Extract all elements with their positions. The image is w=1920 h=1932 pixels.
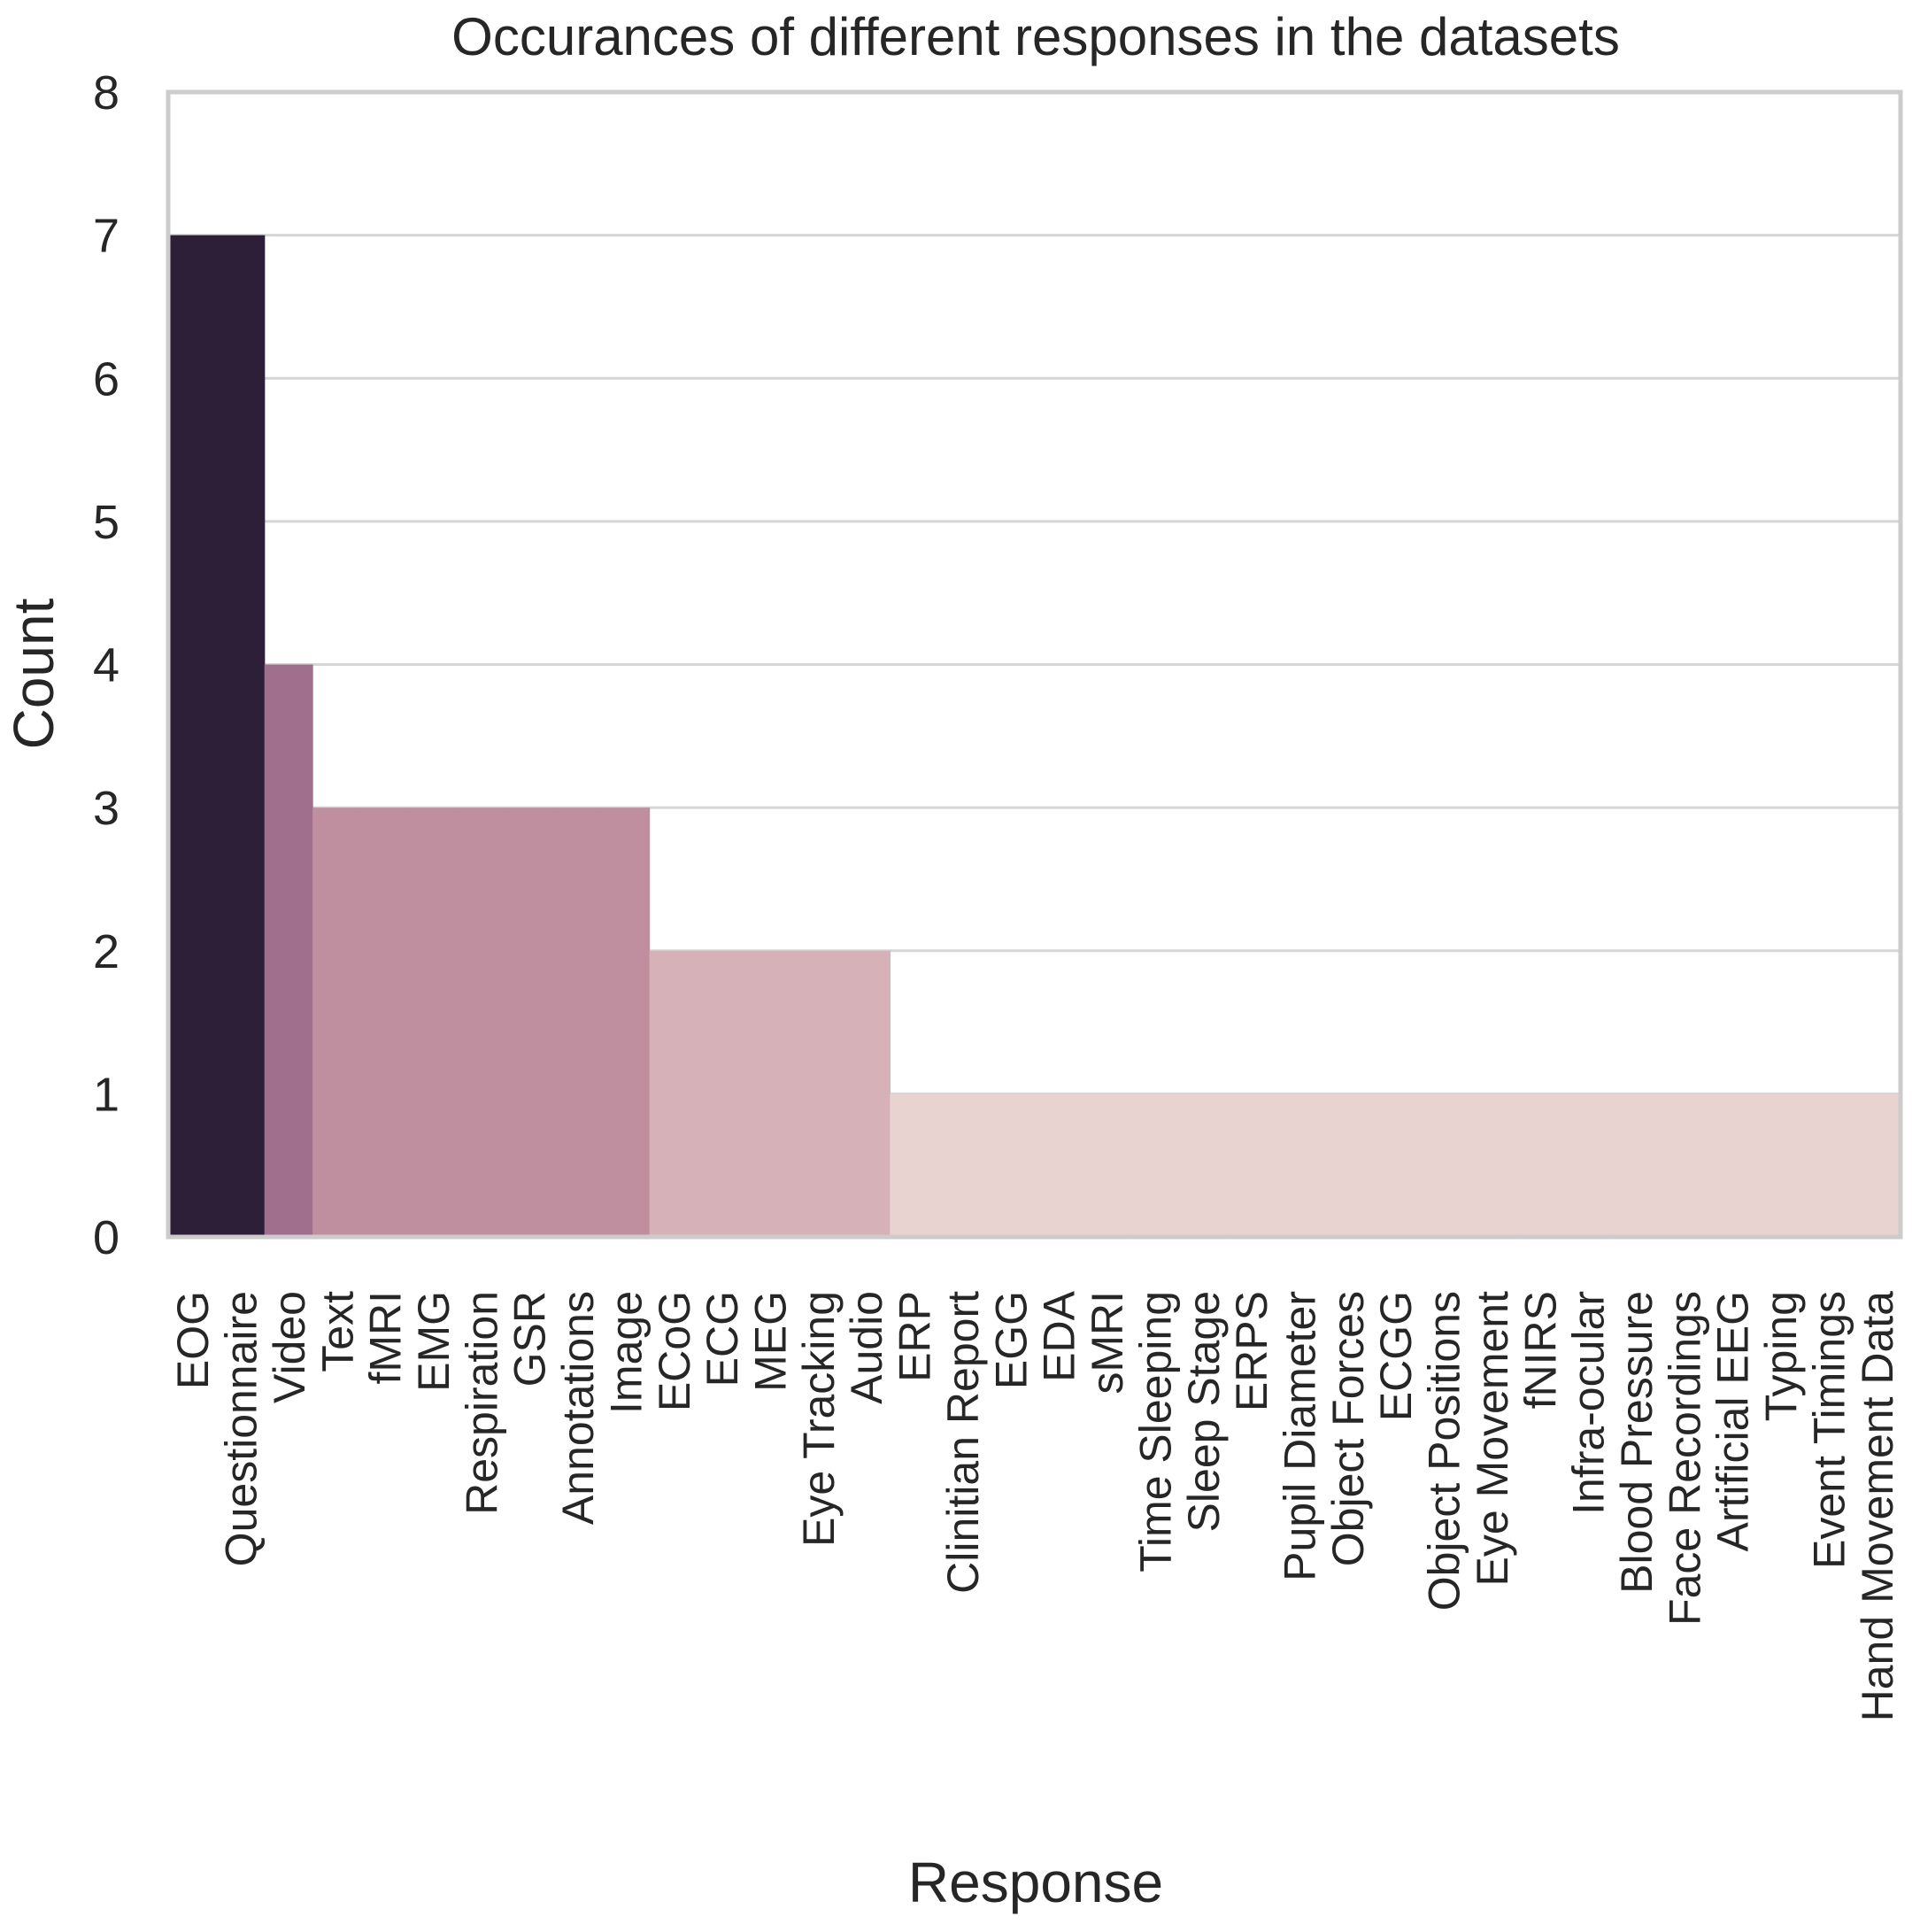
plot-frame [166, 89, 1903, 1240]
y-axis-label: Count [2, 598, 66, 749]
x-tick-fmri: fMRI [361, 1291, 411, 1385]
bar-sleep-stage [1178, 1094, 1228, 1237]
bar-fnirs [1515, 1094, 1565, 1237]
bar-eye-tracking [793, 950, 843, 1237]
bar-annotations [552, 808, 602, 1237]
y-tick-labels: 0 1 2 3 4 5 6 7 8 [93, 66, 120, 1264]
bar-text [312, 808, 362, 1237]
x-tick-questionnaire: Questionnaire [217, 1291, 266, 1566]
bar-object-positions [1419, 1094, 1469, 1237]
bar-artificial-eeg [1708, 1094, 1757, 1237]
x-tick-eda: EDA [1035, 1290, 1084, 1381]
x-axis-label: Response [908, 1851, 1163, 1914]
x-tick-time-sleeping: Time Sleeping [1130, 1291, 1180, 1573]
bar-questionnaire [216, 235, 266, 1237]
x-tick-labels: EOGQuestionnaireVideoTextfMRIEMGRespirat… [168, 1290, 1902, 1721]
bar-time-sleeping [1130, 1094, 1180, 1237]
bar-image [601, 808, 651, 1237]
bar-eye-movement [1467, 1094, 1516, 1237]
x-tick-ecg: ECG [698, 1291, 747, 1387]
chart-title: Occurances of different responses in the… [451, 7, 1620, 66]
x-tick-typing: Typing [1756, 1291, 1806, 1421]
bar-eda [1034, 1094, 1083, 1237]
bar-erps [1226, 1094, 1276, 1237]
x-tick-artificial-eeg: Artificial EEG [1708, 1291, 1758, 1552]
bar-blood-pressure [1611, 1094, 1661, 1237]
x-tick-clinitian-report: Clinitian Report [938, 1291, 988, 1594]
x-tick-erp: ERP [891, 1291, 940, 1382]
bar-gsr [505, 808, 554, 1237]
bar-meg [745, 950, 795, 1237]
x-tick-audio: Audio [842, 1291, 891, 1404]
bar-ecg [697, 950, 746, 1237]
y-tick-7: 7 [93, 210, 120, 263]
bar-clinitian-report [937, 1094, 987, 1237]
y-tick-6: 6 [93, 352, 120, 406]
x-tick-fnirs: fNIRS [1515, 1291, 1565, 1409]
y-tick-8: 8 [93, 66, 120, 120]
y-tick-2: 2 [93, 925, 120, 978]
x-tick-gsr: GSR [505, 1291, 555, 1387]
y-tick-4: 4 [93, 639, 120, 692]
x-tick-smri: sMRI [1083, 1291, 1132, 1395]
x-tick-eog: EOG [168, 1291, 218, 1389]
bar-object-forces [1322, 1094, 1372, 1237]
bar-hand-movement-data [1852, 1094, 1901, 1237]
bar-erp [890, 1094, 939, 1237]
bar-typing [1755, 1094, 1805, 1237]
y-tick-3: 3 [93, 782, 120, 835]
bar-audio [842, 950, 891, 1237]
x-tick-ecog: ECoG [650, 1291, 699, 1411]
x-tick-object-positions: Object Positions [1420, 1291, 1469, 1611]
bar-video [264, 664, 313, 1237]
x-tick-erps: ERPS [1227, 1291, 1276, 1411]
x-tick-emg: EMG [409, 1291, 459, 1392]
bar-infra-ocular [1563, 1094, 1613, 1237]
bar-ecog [649, 950, 698, 1237]
x-tick-infra-ocular: Infra-ocular [1564, 1291, 1614, 1515]
bars [168, 235, 1901, 1237]
x-tick-blood-pressure: Blood Pressure [1612, 1291, 1662, 1594]
y-tick-1: 1 [93, 1068, 120, 1121]
x-tick-egg: EGG [986, 1291, 1036, 1389]
x-tick-hand-movement-data: Hand Movement Data [1853, 1291, 1902, 1722]
x-tick-respiration: Respiration [457, 1291, 506, 1515]
x-tick-sleep-stage: Sleep Stage [1179, 1291, 1229, 1532]
bar-smri [1082, 1094, 1131, 1237]
bar-ecgg [1371, 1094, 1420, 1237]
x-tick-eye-tracking: Eye Tracking [794, 1291, 844, 1547]
bar-eog [168, 235, 217, 1237]
x-tick-annotations: Annotations [553, 1291, 603, 1525]
x-tick-meg: MEG [746, 1291, 796, 1392]
bar-fmri [360, 808, 410, 1237]
x-tick-image: Image [601, 1291, 651, 1414]
x-tick-object-forces: Object Forces [1323, 1291, 1373, 1566]
x-tick-text: Text [312, 1291, 362, 1372]
x-tick-video: Video [265, 1291, 314, 1403]
bar-face-recordings [1660, 1094, 1709, 1237]
y-tick-5: 5 [93, 496, 120, 549]
y-tick-0: 0 [93, 1211, 120, 1264]
bar-pupil-diameter [1275, 1094, 1324, 1237]
x-tick-face-recordings: Face Recordings [1660, 1291, 1709, 1626]
bar-event-timings [1804, 1094, 1854, 1237]
x-tick-pupil-diameter: Pupil Diameter [1275, 1291, 1324, 1581]
x-tick-eye-movement: Eye Movement [1468, 1291, 1517, 1587]
x-tick-event-timings: Event Timings [1804, 1291, 1854, 1569]
x-tick-ecgg: ECGG [1371, 1291, 1421, 1421]
bar-egg [986, 1094, 1036, 1237]
bar-emg [408, 808, 458, 1237]
bar-respiration [457, 808, 506, 1237]
